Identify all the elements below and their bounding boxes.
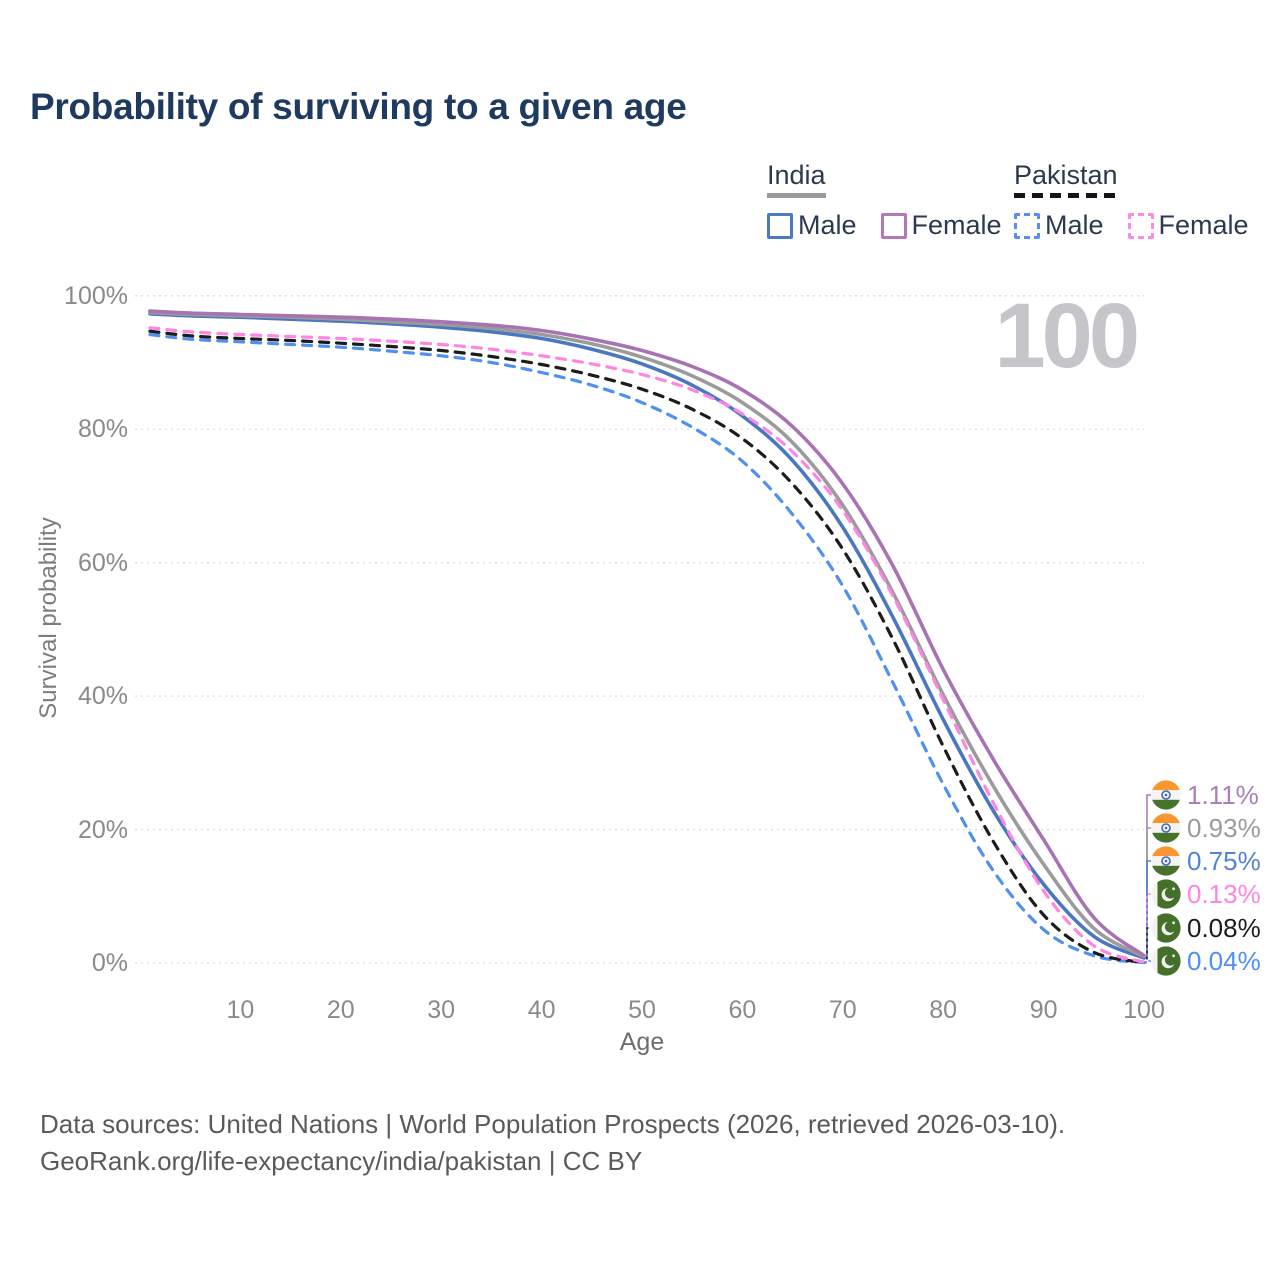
legend-group-india: India Male Female: [767, 162, 1002, 241]
legend-item-india-male[interactable]: Male: [767, 210, 857, 241]
series-line-pakistan-both[interactable]: [148, 329, 1146, 965]
legend-checkbox[interactable]: [1127, 212, 1154, 239]
series-line-pakistan-male[interactable]: [148, 332, 1146, 965]
series-line-india-female[interactable]: [148, 309, 1146, 958]
legend-checkbox[interactable]: [1014, 212, 1040, 239]
end-label-row-pakistan-male[interactable]: 0.04%: [1151, 945, 1261, 977]
x-axis-title: Age: [619, 1028, 665, 1056]
x-tick-label: 50: [628, 996, 656, 1024]
page-title: Probability of surviving to a given age: [30, 86, 687, 127]
y-tick-label: 60%: [77, 548, 128, 577]
flag-icon-india: [1151, 780, 1181, 810]
legend-item-label: Female: [1158, 210, 1249, 240]
y-tick-label: 20%: [77, 815, 128, 844]
x-tick-label: 100: [1123, 996, 1165, 1024]
end-label-value: 0.04%: [1187, 946, 1261, 976]
x-tick-label: 20: [326, 996, 355, 1024]
y-tick-label: 100%: [64, 281, 128, 310]
end-label-row-india-female[interactable]: 1.11%: [1151, 779, 1259, 811]
legend-group-pakistan: Pakistan Male Female: [1014, 162, 1249, 241]
series-line-india-male[interactable]: [148, 312, 1146, 960]
end-label-value: 0.75%: [1187, 846, 1261, 876]
series-line-india-both[interactable]: [148, 310, 1146, 959]
legend-underline-solid: [767, 193, 826, 198]
legend-item-label: Male: [798, 210, 857, 240]
legend-checkbox[interactable]: [880, 212, 907, 239]
legend-item-pakistan-male[interactable]: Male: [1014, 210, 1104, 241]
x-tick-label: 90: [1029, 996, 1058, 1024]
end-label-row-india-male[interactable]: 0.75%: [1151, 845, 1261, 877]
flag-icon-india: [1151, 813, 1181, 843]
legend-item-label: Male: [1045, 210, 1104, 240]
end-label-value: 1.11%: [1187, 780, 1259, 810]
flag-icon-pakistan: [1151, 879, 1181, 909]
legend-underline-dashed: [1014, 193, 1118, 198]
end-label-row-india-both[interactable]: 0.93%: [1151, 812, 1261, 844]
legend-group-title[interactable]: Pakistan: [1014, 160, 1118, 190]
end-label-row-pakistan-both[interactable]: 0.08%: [1151, 912, 1261, 944]
x-tick-label: 10: [226, 996, 255, 1024]
legend-item-pakistan-female[interactable]: Female: [1127, 210, 1249, 241]
end-label-value: 0.93%: [1187, 813, 1261, 843]
flag-icon-pakistan: [1151, 913, 1181, 943]
series-line-pakistan-female[interactable]: [148, 326, 1146, 964]
legend-item-india-female[interactable]: Female: [880, 210, 1002, 241]
flag-icon-pakistan: [1151, 946, 1181, 976]
y-axis-title: Survival probability: [35, 517, 62, 719]
end-label-value: 0.13%: [1187, 879, 1261, 909]
legend-group-title[interactable]: India: [767, 160, 826, 190]
end-label-row-pakistan-female[interactable]: 0.13%: [1151, 878, 1261, 910]
footer-sources-line: Data sources: United Nations | World Pop…: [40, 1109, 1066, 1139]
x-tick-label: 70: [828, 996, 857, 1024]
end-label-connector: [1144, 960, 1151, 964]
age-watermark: 100: [994, 285, 1140, 387]
y-tick-label: 40%: [77, 682, 128, 711]
legend-checkbox[interactable]: [767, 212, 793, 239]
flag-icon-india: [1151, 846, 1181, 876]
legend-item-label: Female: [911, 210, 1002, 240]
footer: Data sources: United Nations | World Pop…: [40, 1106, 1065, 1181]
footer-link-line: GeoRank.org/life-expectancy/india/pakist…: [40, 1146, 643, 1177]
y-tick-label: 80%: [77, 415, 128, 444]
x-tick-label: 40: [527, 996, 556, 1024]
x-tick-label: 30: [427, 996, 456, 1024]
end-label-value: 0.08%: [1187, 913, 1261, 943]
y-tick-label: 0%: [91, 949, 128, 977]
x-tick-label: 80: [929, 996, 958, 1024]
x-tick-label: 60: [728, 996, 757, 1024]
